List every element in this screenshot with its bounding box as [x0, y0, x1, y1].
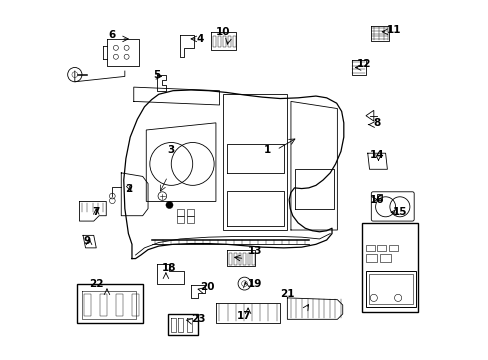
Bar — [176, 208, 183, 216]
Text: 12: 12 — [356, 59, 371, 69]
Text: 11: 11 — [386, 25, 401, 35]
Bar — [218, 36, 221, 47]
Bar — [238, 252, 241, 265]
Bar — [377, 245, 386, 251]
Bar — [365, 254, 376, 262]
Bar — [243, 252, 245, 265]
Text: 5: 5 — [153, 69, 160, 80]
Bar — [116, 294, 123, 316]
Text: 23: 23 — [190, 314, 205, 324]
Text: 15: 15 — [392, 207, 407, 217]
Bar — [227, 36, 230, 47]
Text: 8: 8 — [372, 118, 380, 128]
Text: 6: 6 — [108, 30, 116, 40]
Bar — [83, 294, 91, 316]
Text: 1: 1 — [264, 145, 271, 155]
Bar — [176, 216, 183, 223]
Bar — [365, 271, 415, 307]
Text: 13: 13 — [247, 247, 262, 256]
Text: 7: 7 — [92, 207, 100, 217]
Bar — [100, 294, 107, 316]
Text: 14: 14 — [368, 150, 383, 160]
Text: 3: 3 — [167, 145, 175, 155]
Circle shape — [165, 202, 173, 208]
Text: 21: 21 — [280, 289, 294, 299]
Text: 20: 20 — [199, 282, 214, 292]
Text: 9: 9 — [83, 236, 91, 246]
Bar — [368, 274, 412, 304]
Bar — [232, 36, 235, 47]
Bar — [234, 252, 236, 265]
Bar — [213, 36, 216, 47]
Bar — [252, 252, 254, 265]
Bar — [132, 294, 139, 316]
Bar — [388, 245, 397, 251]
Text: 19: 19 — [247, 279, 262, 289]
Text: 10: 10 — [215, 27, 230, 37]
Text: 4: 4 — [196, 34, 203, 44]
Text: 18: 18 — [162, 262, 176, 273]
Bar — [376, 194, 381, 200]
Text: 16: 16 — [368, 195, 383, 204]
Text: 2: 2 — [124, 184, 132, 194]
Bar — [187, 208, 194, 216]
Text: 22: 22 — [89, 279, 103, 289]
Text: 17: 17 — [237, 311, 251, 321]
Bar — [365, 245, 374, 251]
Bar — [247, 252, 250, 265]
Bar — [229, 252, 231, 265]
Bar — [223, 36, 225, 47]
Bar — [187, 216, 194, 223]
Bar — [380, 254, 390, 262]
